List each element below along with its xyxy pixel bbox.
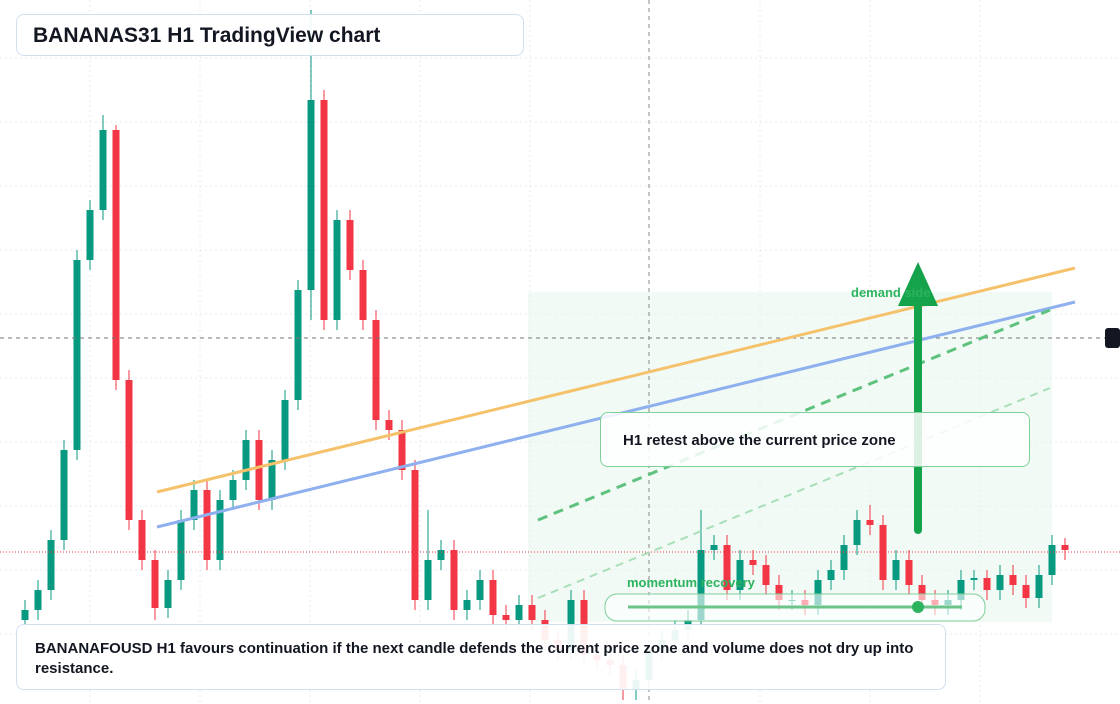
candle-body [359,270,367,320]
candle-body [268,460,276,500]
candle-body [1048,545,1056,575]
candle-body [307,100,315,290]
candle-body [242,440,250,480]
candle-body [502,615,510,620]
footer-note: BANANAFOUSD H1 favours continuation if t… [16,624,946,690]
candle-body [515,605,523,620]
candle-body [814,580,822,605]
candle-body [528,605,536,620]
candle-body [294,290,302,400]
candle-body [203,490,211,560]
candle-body [749,560,757,565]
candle-body [125,380,133,520]
candle-body [281,400,289,460]
momentum-dot [912,601,924,613]
candle-body [463,600,471,610]
candle-body [333,220,341,320]
candle-body [1022,585,1030,598]
candle-body [216,500,224,560]
candle-body [255,440,263,500]
candle-body [424,560,432,600]
candle-body [177,520,185,580]
candle-body [437,550,445,560]
candle-body [827,570,835,580]
candle-body [957,580,965,600]
candle-body [840,545,848,570]
candle-body [892,560,900,580]
candle-body [112,130,120,380]
candle-body [320,100,328,320]
candle-body [476,580,484,600]
candle-body [34,590,42,610]
candle-body [398,430,406,470]
candle-body [47,540,55,590]
candle-body [970,578,978,580]
annotation: demand side [851,285,931,300]
candle-body [60,450,68,540]
crosshair-handle[interactable] [1105,328,1120,348]
candle-body [710,545,718,550]
candle-body [853,520,861,545]
candle-body [918,585,926,600]
candle-body [723,545,731,590]
annotation-box: H1 retest above the current price zone [600,412,1030,467]
candle-body [775,585,783,600]
candle-body [450,550,458,610]
candle-body [866,520,874,525]
candle-body [762,565,770,585]
candle-body [346,220,354,270]
candle-body [983,578,991,590]
candle-body [905,560,913,585]
candle-body [736,560,744,590]
candles [21,10,1069,700]
candle-body [99,130,107,210]
candle-body [190,490,198,520]
candle-body [996,575,1004,590]
candle-body [73,260,81,450]
candle-body [697,550,705,620]
candle-body [229,480,237,500]
candle-body [86,210,94,260]
candle-body [372,320,380,420]
candle-body [385,420,393,430]
candle-body [1009,575,1017,585]
candle-body [151,560,159,608]
arrow-head [898,262,938,306]
chart-title: BANANAS31 H1 TradingView chart [16,14,524,56]
candle-body [1035,575,1043,598]
candle-body [1061,545,1069,550]
annotation: momentum recovery [627,575,755,590]
candle-body [21,610,29,620]
candle-body [489,580,497,615]
candle-body [411,470,419,600]
candle-body [164,580,172,608]
candle-body [138,520,146,560]
